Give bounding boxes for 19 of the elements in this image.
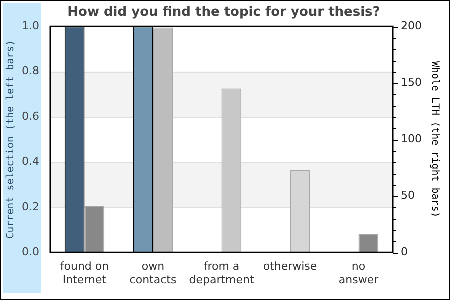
x-tick-label: no answer <box>338 260 380 286</box>
x-tick-label: found on Internet <box>60 260 110 286</box>
y2-tick-label: 0 <box>401 245 408 258</box>
y-tick-label: 0.6 <box>22 110 40 123</box>
y-tick-label: 1.0 <box>22 19 40 32</box>
x-tick-label: from a department <box>189 260 255 286</box>
x-tick-label: own contacts <box>130 260 177 286</box>
x-tick-label: otherwise <box>263 260 318 274</box>
y2-tick-label: 100 <box>401 132 422 146</box>
y-tick-label: 0.0 <box>22 245 40 258</box>
y2-axis-title: Whole LTH (the right bars) <box>429 61 440 218</box>
chart-title: How did you find the topic for your thesis? <box>68 5 380 20</box>
y-tick-label: 0.8 <box>22 64 40 78</box>
y-axis-title: Current selection (the left bars) <box>6 40 17 239</box>
y-tick-label: 0.2 <box>22 200 40 214</box>
y2-tick-label: 50 <box>401 188 416 202</box>
y2-tick-label: 200 <box>401 19 422 32</box>
y-tick-label: 0.4 <box>22 155 40 168</box>
y2-tick-label: 150 <box>401 76 422 89</box>
